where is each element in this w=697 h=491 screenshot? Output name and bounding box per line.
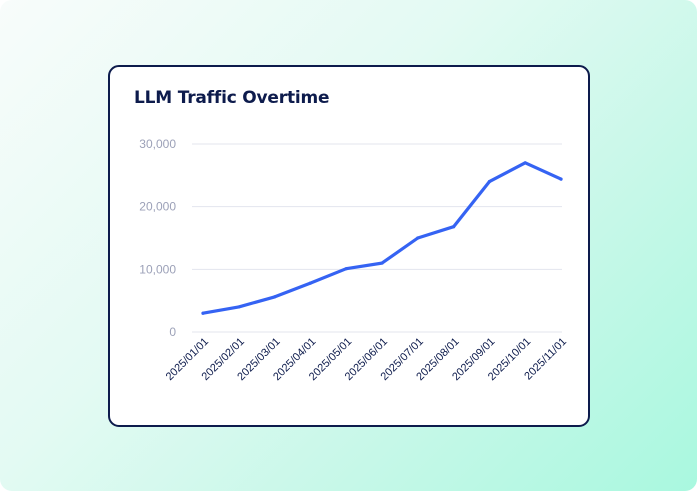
series-layer	[201, 161, 563, 315]
data-point	[523, 161, 527, 165]
y-tick-label: 0	[169, 325, 176, 339]
data-point	[237, 305, 241, 309]
data-point	[559, 177, 563, 181]
data-point	[487, 180, 491, 184]
y-tick-label: 30,000	[139, 137, 176, 151]
chart-card: LLM Traffic Overtime 0 10,000 20,000 30,000…	[108, 65, 590, 427]
y-axis-ticks: 0 10,000 20,000 30,000	[139, 137, 176, 339]
data-point	[452, 225, 456, 229]
y-tick-label: 20,000	[139, 200, 176, 214]
x-axis-ticks: 2025/01/012025/02/012025/03/012025/04/01…	[164, 336, 569, 383]
data-point	[344, 267, 348, 271]
data-point	[308, 281, 312, 285]
data-point	[273, 295, 277, 299]
line-chart: 0 10,000 20,000 30,000 2025/01/012025/02/01…	[139, 137, 569, 383]
chart-title: LLM Traffic Overtime	[134, 88, 330, 108]
data-point	[380, 261, 384, 265]
data-point	[201, 311, 205, 315]
series-line	[201, 161, 563, 315]
y-tick-label: 10,000	[139, 262, 176, 276]
data-point	[416, 236, 420, 240]
gridlines	[192, 143, 562, 333]
